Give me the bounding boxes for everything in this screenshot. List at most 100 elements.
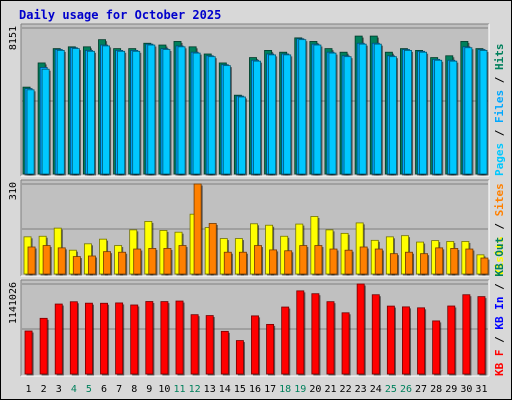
bar-kbf-20	[311, 293, 320, 375]
bar-kbf-19	[296, 290, 305, 375]
bar-kbf-3	[54, 303, 63, 375]
bar-kbf-8	[130, 304, 139, 375]
bar-kbf-14	[220, 330, 229, 375]
bar-kbf-1	[24, 330, 33, 375]
bar-kbf-6	[100, 302, 108, 375]
bar-pages-31	[479, 50, 488, 175]
x-tick-label-7: 7	[116, 384, 122, 395]
legend-item: /	[493, 223, 506, 237]
bar-kbf-13	[205, 315, 214, 375]
bar-pages-12	[192, 52, 201, 175]
bar-pages-30	[464, 47, 473, 175]
bar-pages-16	[253, 60, 261, 175]
x-tick-label-3: 3	[56, 384, 62, 395]
x-tick-label-12: 12	[189, 384, 201, 395]
bar-pages-27	[419, 51, 428, 175]
bar-kbf-23	[356, 283, 365, 375]
bar-pages-22	[343, 56, 352, 175]
legend-item: /	[493, 76, 506, 90]
bar-pages-20	[313, 44, 322, 175]
bar-kbf-21	[326, 301, 335, 375]
bar-sites-25	[389, 253, 398, 275]
bar-pages-14	[222, 65, 231, 175]
bar-kbf-7	[115, 302, 124, 375]
bar-pages-1	[26, 89, 35, 175]
bar-pages-13	[207, 56, 216, 175]
bar-sites-13	[208, 223, 217, 275]
x-tick-label-9: 9	[146, 384, 152, 395]
bar-sites-3	[57, 247, 66, 275]
bar-kbf-27	[417, 307, 426, 375]
bar-sites-7	[118, 251, 127, 275]
bar-kbf-9	[145, 301, 154, 375]
chart-title: Daily usage for October 2025	[19, 8, 221, 22]
bar-sites-17	[269, 249, 278, 275]
bar-kbf-11	[175, 300, 184, 375]
bar-pages-5	[86, 50, 95, 175]
bar-kbf-5	[84, 302, 93, 375]
bar-sites-23	[359, 246, 368, 275]
bar-pages-28	[434, 59, 443, 175]
bar-kbf-15	[235, 340, 244, 375]
x-tick-label-22: 22	[340, 384, 352, 395]
x-tick-label-8: 8	[131, 384, 137, 395]
bar-sites-2	[42, 245, 51, 275]
x-tick-label-4: 4	[71, 384, 77, 395]
x-tick-label-17: 17	[264, 384, 276, 395]
legend-top: Pages / Files / Hits	[493, 44, 506, 177]
bar-kbf-4	[69, 301, 78, 375]
legend-item: Pages	[493, 143, 506, 176]
bar-sites-11	[178, 245, 187, 275]
x-tick-label-27: 27	[415, 384, 427, 395]
x-tick-label-26: 26	[400, 384, 412, 395]
bar-sites-21	[329, 248, 338, 275]
bar-kbf-30	[462, 294, 471, 375]
bar-sites-16	[254, 245, 262, 275]
bar-sites-4	[72, 256, 81, 275]
y-max-label-top: 8151	[8, 26, 19, 50]
bar-pages-21	[328, 52, 337, 175]
bar-pages-17	[268, 54, 277, 175]
bar-kbf-12	[190, 314, 199, 375]
bar-pages-4	[71, 48, 80, 175]
bar-sites-8	[133, 248, 142, 275]
bar-sites-31	[480, 257, 489, 275]
x-tick-label-13: 13	[204, 384, 216, 395]
bar-sites-27	[420, 253, 429, 275]
bar-pages-7	[117, 50, 126, 175]
legend-item: /	[493, 129, 506, 143]
bar-sites-30	[465, 248, 474, 275]
x-tick-label-1: 1	[26, 384, 32, 395]
bar-pages-9	[147, 44, 156, 175]
bar-sites-22	[344, 249, 353, 275]
legend-item: /	[493, 336, 506, 350]
bar-sites-10	[163, 248, 172, 275]
bar-kbf-26	[402, 306, 410, 375]
bar-kbf-31	[477, 296, 486, 375]
bar-sites-15	[238, 251, 247, 275]
bar-pages-25	[388, 56, 397, 175]
x-tick-label-20: 20	[309, 384, 321, 395]
x-tick-label-23: 23	[355, 384, 367, 395]
x-tick-label-14: 14	[219, 384, 231, 395]
bar-kbf-25	[386, 305, 395, 375]
legend-item: Sites	[493, 183, 506, 223]
x-tick-label-19: 19	[294, 384, 306, 395]
bar-kbf-28	[432, 320, 441, 375]
bar-kbf-18	[281, 306, 290, 375]
x-tick-label-21: 21	[324, 384, 336, 395]
bar-pages-26	[404, 50, 412, 175]
bar-kbf-2	[39, 317, 48, 375]
bar-pages-8	[132, 50, 141, 175]
legend-item: KB F	[493, 350, 506, 377]
bar-sites-1	[27, 246, 36, 275]
bar-pages-29	[449, 60, 458, 175]
bar-pages-10	[162, 49, 171, 175]
x-tick-label-11: 11	[173, 384, 185, 395]
x-tick-label-18: 18	[279, 384, 291, 395]
bar-sites-6	[103, 251, 111, 275]
bar-sites-24	[374, 248, 383, 275]
bar-sites-12	[193, 183, 202, 275]
